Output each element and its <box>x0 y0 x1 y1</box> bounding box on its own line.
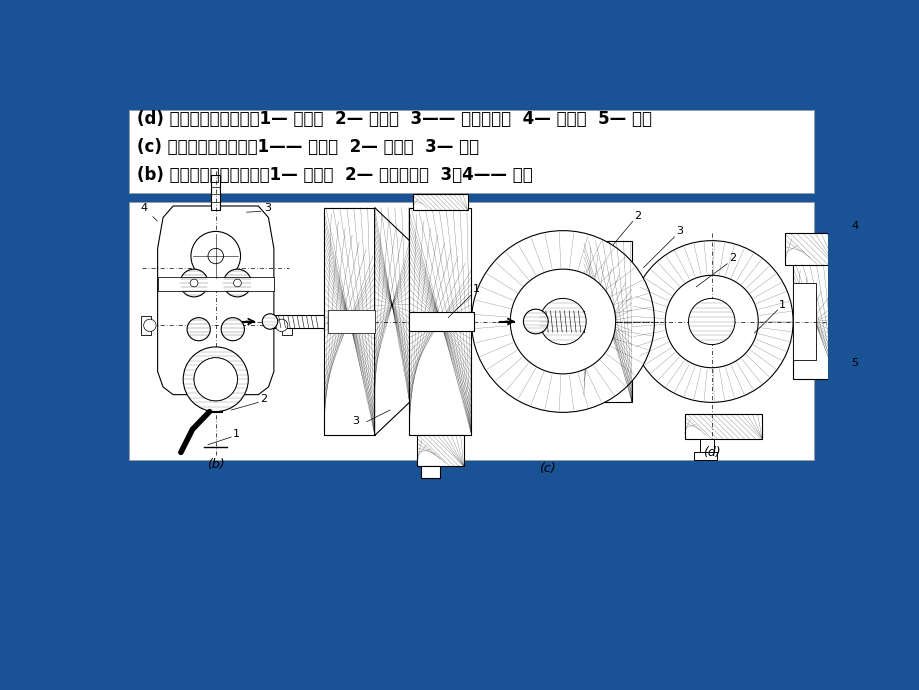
Bar <box>210 175 221 210</box>
Circle shape <box>630 241 792 402</box>
Text: 3: 3 <box>264 204 270 213</box>
Bar <box>129 202 813 460</box>
Bar <box>409 208 471 435</box>
Bar <box>269 315 323 328</box>
Text: 2: 2 <box>260 395 267 404</box>
Text: 1: 1 <box>472 284 480 294</box>
Bar <box>409 313 473 331</box>
Text: (b) 偏心式对中夹紧机构：1— 手柄；  2— 双面凸轮；  3、4—— 卡爪: (b) 偏心式对中夹紧机构：1— 手柄； 2— 双面凸轮； 3、4—— 卡爪 <box>137 166 532 184</box>
Polygon shape <box>374 208 409 435</box>
Circle shape <box>221 317 244 341</box>
Circle shape <box>187 317 210 341</box>
Bar <box>417 435 463 466</box>
Bar <box>792 264 834 380</box>
Circle shape <box>471 230 653 413</box>
Bar <box>684 414 761 439</box>
Circle shape <box>262 314 278 329</box>
Bar <box>785 233 834 265</box>
Text: 2: 2 <box>633 211 641 221</box>
Bar <box>537 310 584 333</box>
Text: 4: 4 <box>850 221 857 231</box>
Circle shape <box>523 309 548 334</box>
Text: (b): (b) <box>207 457 224 471</box>
Bar <box>413 195 467 210</box>
Circle shape <box>510 269 615 374</box>
Bar <box>699 439 713 454</box>
Circle shape <box>190 279 198 287</box>
Text: (c) 斜面定心夹紧机构：1—— 锥体；  2— 卡爪；  3— 推杆: (c) 斜面定心夹紧机构：1—— 锥体； 2— 卡爪； 3— 推杆 <box>137 138 478 156</box>
Bar <box>129 110 813 193</box>
Bar <box>323 208 374 435</box>
Circle shape <box>275 319 288 331</box>
Circle shape <box>183 347 248 412</box>
Circle shape <box>194 357 237 401</box>
Circle shape <box>664 275 757 368</box>
Text: 5: 5 <box>850 358 857 368</box>
Text: 1: 1 <box>778 299 786 310</box>
Circle shape <box>191 231 240 281</box>
Text: 3: 3 <box>675 226 682 237</box>
Text: 2: 2 <box>728 253 735 264</box>
Circle shape <box>223 269 251 297</box>
Circle shape <box>205 368 226 390</box>
Circle shape <box>180 269 208 297</box>
Polygon shape <box>157 206 274 395</box>
Circle shape <box>233 279 241 287</box>
Bar <box>328 310 374 333</box>
Text: 4: 4 <box>141 204 157 221</box>
Circle shape <box>194 357 237 401</box>
Bar <box>421 466 440 477</box>
Bar <box>157 277 274 290</box>
Bar <box>141 316 152 335</box>
Bar <box>281 316 292 335</box>
Bar <box>584 241 631 402</box>
Text: 1: 1 <box>233 429 240 439</box>
Circle shape <box>208 248 223 264</box>
Bar <box>792 283 815 360</box>
Text: (c): (c) <box>539 462 555 475</box>
Text: 3: 3 <box>351 416 358 426</box>
Text: (d): (d) <box>702 446 720 460</box>
Circle shape <box>539 298 585 344</box>
Text: (d) 杠杆定心夹紧机构：1— 拉杆；  2— 滑块；  3—— 勾形杠杆；  4— 卡爪；  5— 螺母: (d) 杠杆定心夹紧机构：1— 拉杆； 2— 滑块； 3—— 勾形杠杆； 4— … <box>137 110 651 128</box>
Circle shape <box>687 298 734 344</box>
Circle shape <box>143 319 156 331</box>
Bar <box>693 453 717 460</box>
